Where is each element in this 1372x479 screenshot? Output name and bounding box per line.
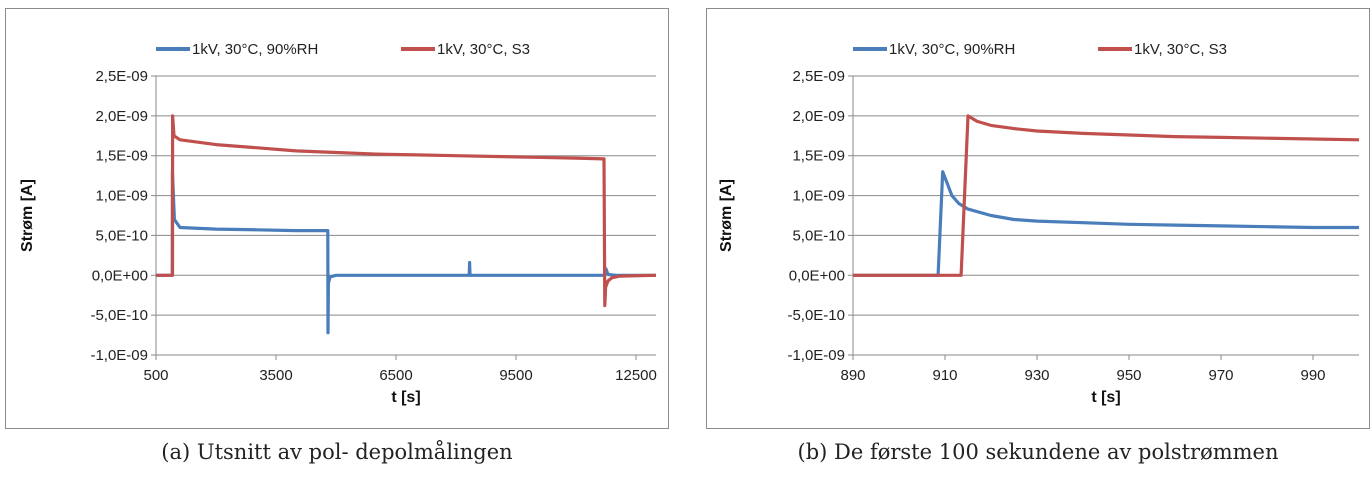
- x-tick-label: 3500: [259, 367, 292, 384]
- x-axis-title: t [s]: [391, 389, 420, 406]
- legend-label-2: 1kV, 30°C, S3: [437, 41, 530, 58]
- y-tick-label: 2,5E-09: [95, 68, 148, 85]
- x-tick-label: 950: [1116, 367, 1141, 384]
- y-tick-label: -5,0E-10: [787, 307, 845, 324]
- caption-b: (b) De første 100 sekundene av polstrømm…: [797, 440, 1279, 464]
- x-tick-label: 990: [1300, 367, 1325, 384]
- y-tick-label: 1,5E-09: [792, 148, 845, 165]
- caption-a: (a) Utsnitt av pol- depolmålingen: [161, 440, 513, 464]
- y-tick-label: 0,0E+00: [789, 267, 845, 284]
- legend-label-1: 1kV, 30°C, 90%RH: [192, 41, 318, 58]
- x-tick-label: 6500: [379, 367, 412, 384]
- series-line-1: [156, 170, 656, 335]
- y-axis-title: Strøm [A]: [19, 179, 36, 252]
- chart-panel-b: 2,5E-09 2,0E-09 1,5E-09 1,0E-09 5,0E-10 0,0E+…: [706, 8, 1370, 429]
- y-axis-title: Strøm [A]: [718, 179, 735, 252]
- y-tick-label: 2,0E-09: [95, 108, 148, 125]
- y-tick-label: 1,5E-09: [95, 148, 148, 165]
- x-tick-label: 9500: [499, 367, 532, 384]
- series-line-2: [156, 114, 657, 308]
- chart-a-svg: 2,5E-09 2,0E-09 1,5E-09 1,0E-09 5,0E-10 0,0E+…: [19, 41, 657, 406]
- y-tick-label: 1,0E-09: [792, 188, 845, 205]
- chart-panel-a: 2,5E-09 2,0E-09 1,5E-09 1,0E-09 5,0E-10 0,0E+…: [5, 8, 669, 429]
- legend-label-2: 1kV, 30°C, S3: [1134, 41, 1227, 58]
- x-tick-label: 12500: [615, 367, 657, 384]
- series-line-2: [853, 114, 1360, 277]
- x-tick-label: 890: [840, 367, 865, 384]
- x-tick-label: 970: [1208, 367, 1233, 384]
- y-tick-label: 2,0E-09: [792, 108, 845, 125]
- y-tick-label: -1,0E-09: [90, 347, 148, 364]
- x-tick-label: 910: [932, 367, 957, 384]
- y-tick-label: -1,0E-09: [787, 347, 845, 364]
- x-tick-label: 500: [143, 367, 168, 384]
- y-tick-label: 5,0E-10: [95, 227, 148, 244]
- x-axis-title: t [s]: [1091, 389, 1120, 406]
- y-tick-label: 1,0E-09: [95, 188, 148, 205]
- x-tick-label: 930: [1024, 367, 1049, 384]
- y-tick-label: 0,0E+00: [92, 267, 148, 284]
- y-tick-label: 2,5E-09: [792, 68, 845, 85]
- chart-b-svg: 2,5E-09 2,0E-09 1,5E-09 1,0E-09 5,0E-10 0,0E+…: [718, 41, 1360, 406]
- y-tick-label: -5,0E-10: [90, 307, 148, 324]
- y-tick-label: 5,0E-10: [792, 227, 845, 244]
- legend-label-1: 1kV, 30°C, 90%RH: [889, 41, 1015, 58]
- series-line-1: [853, 170, 1359, 277]
